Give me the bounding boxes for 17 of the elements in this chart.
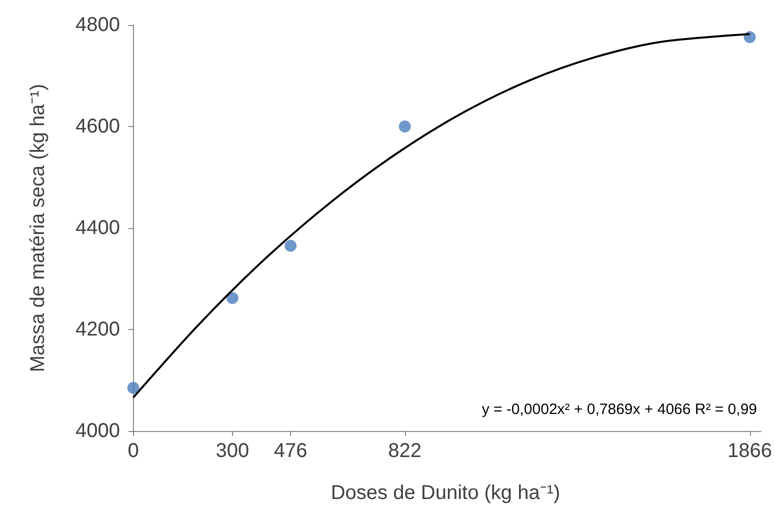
y-tick-label: 4600 xyxy=(76,116,120,138)
x-tick-label: 822 xyxy=(388,440,422,462)
y-tick-label: 4800 xyxy=(76,14,120,36)
y-tick-label: 4400 xyxy=(76,217,120,239)
y-axis-title: Massa de matéria seca (kg ha⁻¹) xyxy=(27,84,49,372)
point xyxy=(284,240,297,252)
y-tick-label: 4000 xyxy=(76,420,120,442)
point xyxy=(226,292,238,304)
x-tick-label: 1866 xyxy=(728,440,772,462)
point xyxy=(398,120,411,132)
x-axis-title: Doses de Dunito (kg ha⁻¹) xyxy=(330,482,560,504)
y-tick-label: 4200 xyxy=(76,318,120,340)
x-tick-label: 476 xyxy=(274,440,308,462)
point xyxy=(127,382,140,394)
x-tick-label: 300 xyxy=(216,440,250,462)
annotation: y = -0,0002x² + 0,7869x + 4066 R² = 0,99 xyxy=(482,401,757,418)
x-tick-label: 0 xyxy=(128,440,139,462)
